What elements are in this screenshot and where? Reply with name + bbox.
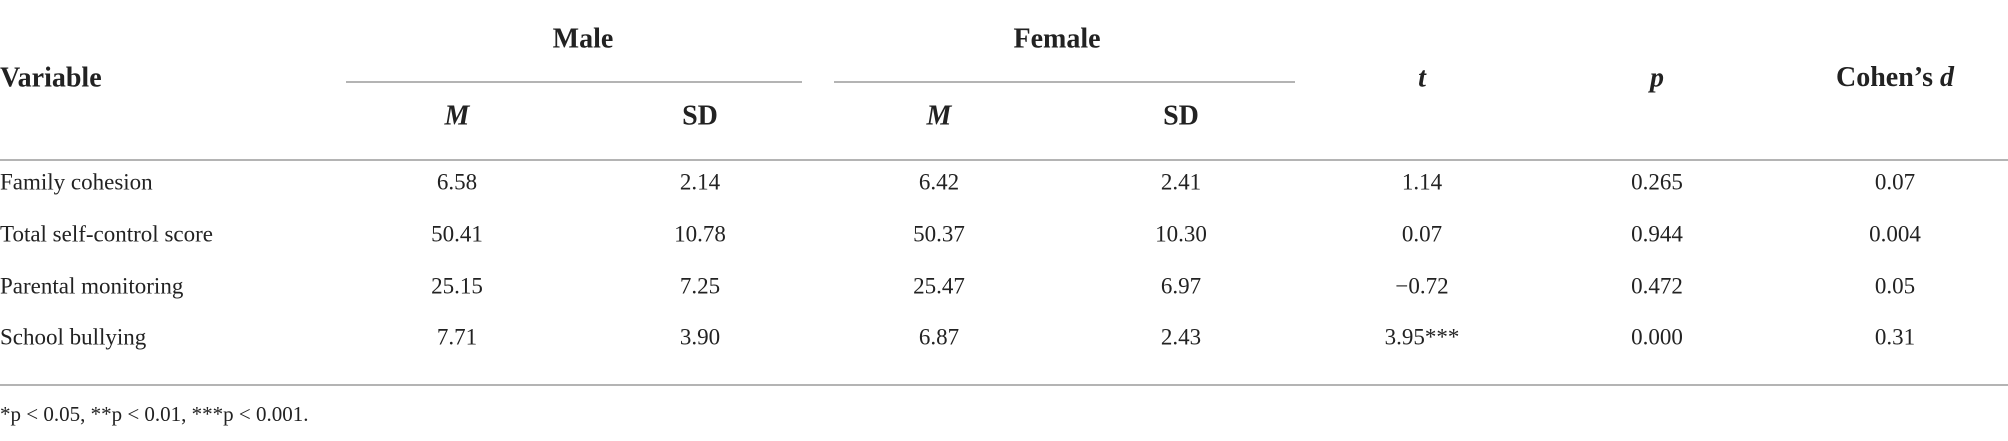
cell: 3.90 [680, 324, 720, 349]
group-header: Male [553, 23, 614, 54]
subheader: M [926, 100, 953, 131]
cell: 6.58 [437, 169, 477, 194]
footnote: *p < 0.05, **p < 0.01, ***p < 0.001. [0, 402, 309, 426]
subheader: SD [1163, 100, 1199, 131]
cell: 25.15 [431, 273, 483, 298]
cell: 0.944 [1631, 221, 1683, 246]
cell: 0.472 [1631, 273, 1683, 298]
cell: 10.78 [674, 221, 726, 246]
cell: 7.71 [437, 324, 477, 349]
cell: 50.41 [431, 221, 483, 246]
header-p: p [1648, 62, 1664, 93]
cell: 0.07 [1402, 221, 1442, 246]
subheader: M [444, 100, 471, 131]
header-cohens-symbol: d [1940, 62, 1955, 93]
header-cohens-label: Cohen’s [1836, 62, 1933, 93]
subheader: SD [682, 100, 718, 131]
cell: 10.30 [1155, 221, 1207, 246]
cell: 0.31 [1875, 324, 1915, 349]
cell: 0.000 [1631, 324, 1683, 349]
row-label: Parental monitoring [0, 273, 184, 298]
cell: 0.07 [1875, 169, 1915, 194]
group-header: Female [1013, 23, 1100, 54]
header-cohens: Cohen’s d [1836, 62, 1955, 93]
cell: 7.25 [680, 273, 720, 298]
cell: 6.97 [1161, 273, 1201, 298]
cell: 0.265 [1631, 169, 1683, 194]
cell: −0.72 [1395, 273, 1448, 298]
row-label: Total self-control score [0, 221, 213, 246]
cell: 50.37 [913, 221, 965, 246]
cell: 3.95*** [1385, 324, 1460, 349]
cell: 25.47 [913, 273, 965, 298]
cell: 2.43 [1161, 324, 1201, 349]
row-label: Family cohesion [0, 169, 153, 194]
header-t: t [1418, 62, 1427, 93]
cell: 1.14 [1402, 169, 1443, 194]
cell: 6.87 [919, 324, 959, 349]
cell: 2.14 [680, 169, 721, 194]
cell: 0.05 [1875, 273, 1915, 298]
header-variable: Variable [0, 62, 102, 93]
row-label: School bullying [0, 324, 147, 349]
cell: 2.41 [1161, 169, 1201, 194]
cell: 0.004 [1869, 221, 1921, 246]
cell: 6.42 [919, 169, 959, 194]
